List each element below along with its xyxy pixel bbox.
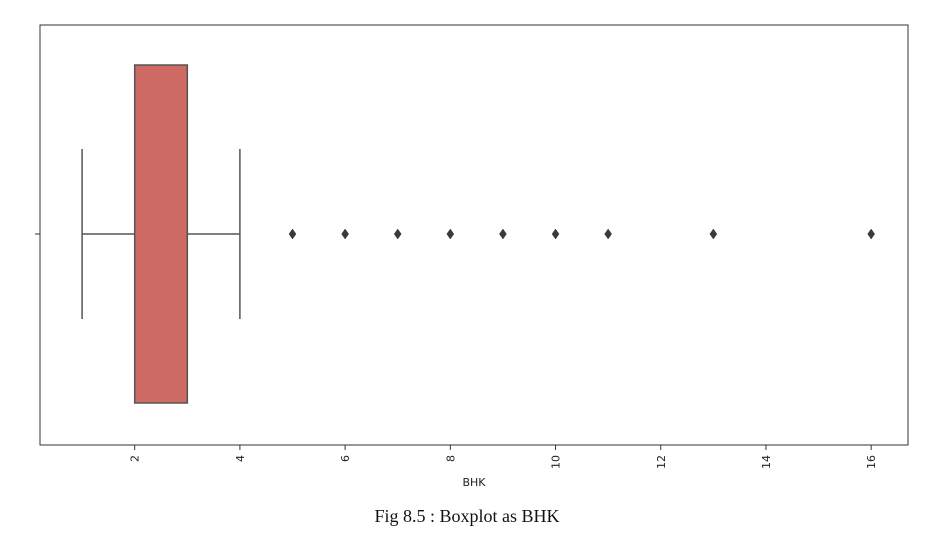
outlier-point bbox=[341, 228, 349, 240]
x-tick-label: 14 bbox=[760, 455, 773, 469]
plot-frame bbox=[39, 24, 909, 446]
outlier-point bbox=[499, 228, 507, 240]
x-tick-label: 4 bbox=[234, 455, 247, 462]
outlier-point bbox=[709, 228, 718, 240]
x-tick-label: 10 bbox=[550, 455, 563, 469]
outlier-point bbox=[446, 228, 455, 240]
outlier-point bbox=[393, 228, 402, 240]
chart-marks bbox=[81, 64, 875, 404]
outlier-point bbox=[867, 228, 875, 240]
iqr-box bbox=[133, 64, 189, 404]
x-tick-label: 12 bbox=[655, 455, 668, 469]
x-tick-label: 6 bbox=[339, 455, 352, 462]
figure-caption: Fig 8.5 : Boxplot as BHK bbox=[374, 506, 560, 526]
x-axis-label: BHK bbox=[462, 476, 486, 489]
boxplot-chart: 2 4 6 8 10 12 14 16 BHK bbox=[35, 24, 909, 489]
x-tick-label: 8 bbox=[444, 455, 457, 462]
x-tick-label: 2 bbox=[129, 455, 142, 462]
x-axis-ticks: 2 4 6 8 10 12 14 16 bbox=[129, 445, 878, 469]
outlier-point bbox=[288, 228, 297, 240]
x-tick-label: 16 bbox=[865, 455, 878, 469]
outlier-point bbox=[551, 228, 560, 240]
outlier-point bbox=[604, 228, 612, 240]
